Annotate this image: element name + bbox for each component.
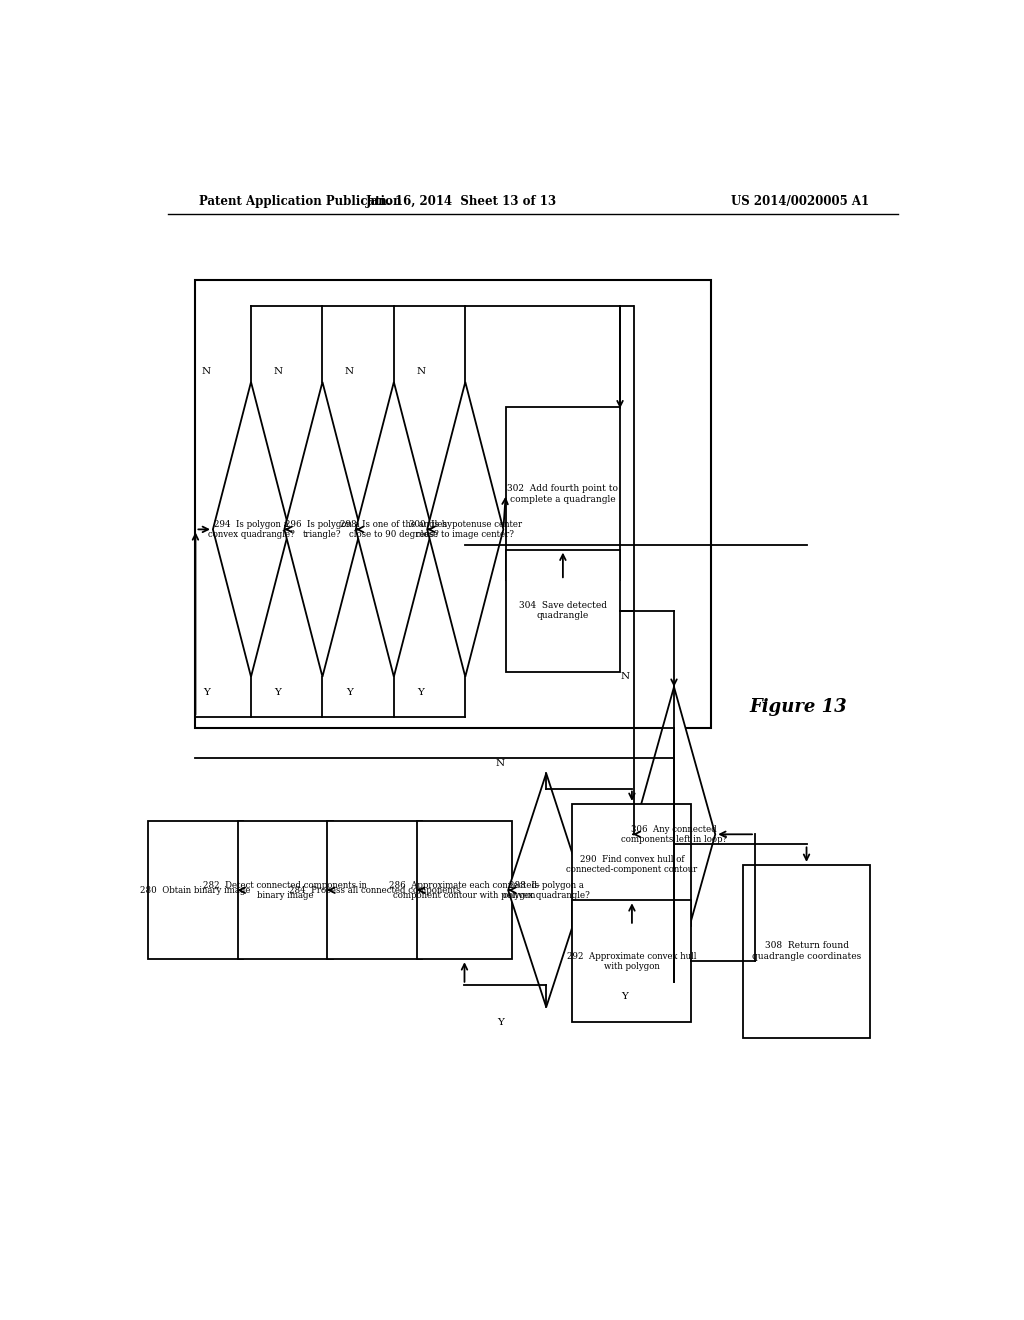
Text: Y: Y	[274, 688, 282, 697]
Text: N: N	[202, 367, 211, 376]
Text: Y: Y	[203, 688, 210, 697]
Text: 296  Is polygon a
triangle?: 296 Is polygon a triangle?	[285, 520, 359, 539]
FancyBboxPatch shape	[196, 280, 712, 727]
Text: Jan. 16, 2014  Sheet 13 of 13: Jan. 16, 2014 Sheet 13 of 13	[366, 194, 557, 207]
Polygon shape	[355, 381, 432, 677]
Text: 298  Is one of the angles
close to 90 degrees?: 298 Is one of the angles close to 90 deg…	[340, 520, 447, 539]
Text: 280  Obtain binary image: 280 Obtain binary image	[140, 886, 251, 895]
Polygon shape	[633, 686, 715, 982]
FancyBboxPatch shape	[506, 549, 620, 672]
Polygon shape	[508, 774, 585, 1007]
Text: 306  Any connected
components left in loop?: 306 Any connected components left in loo…	[621, 825, 727, 843]
Text: Y: Y	[622, 993, 629, 1002]
Text: Figure 13: Figure 13	[750, 698, 848, 717]
Polygon shape	[285, 381, 360, 677]
Text: N: N	[496, 759, 505, 768]
Text: Y: Y	[497, 1018, 504, 1027]
Text: Y: Y	[418, 688, 424, 697]
Text: N: N	[417, 367, 425, 376]
Text: N: N	[621, 672, 630, 681]
Text: 294  Is polygon a
convex quadrangle?: 294 Is polygon a convex quadrangle?	[208, 520, 295, 539]
Text: 292  Approximate convex hull
with polygon: 292 Approximate convex hull with polygon	[567, 952, 696, 972]
FancyBboxPatch shape	[147, 821, 243, 960]
Text: 284  Process all connected components: 284 Process all connected components	[289, 886, 461, 895]
Text: Patent Application Publication: Patent Application Publication	[200, 194, 402, 207]
Text: 288  Is polygon a
convex quadrangle?: 288 Is polygon a convex quadrangle?	[503, 880, 590, 900]
Text: N: N	[345, 367, 354, 376]
Text: 282  Detect connected components in
binary image: 282 Detect connected components in binar…	[203, 880, 367, 900]
Text: 290  Find convex hull of
connected-component contour: 290 Find convex hull of connected-compon…	[566, 855, 697, 874]
Text: US 2014/0020005 A1: US 2014/0020005 A1	[731, 194, 869, 207]
FancyBboxPatch shape	[506, 408, 620, 581]
FancyBboxPatch shape	[417, 821, 512, 960]
Text: Y: Y	[346, 688, 353, 697]
FancyBboxPatch shape	[328, 821, 423, 960]
Text: 304  Save detected
quadrangle: 304 Save detected quadrangle	[519, 601, 607, 620]
Text: 286  Approximate each connected-
component contour with polygon: 286 Approximate each connected- componen…	[389, 880, 540, 900]
FancyBboxPatch shape	[238, 821, 333, 960]
Polygon shape	[427, 381, 504, 677]
Text: N: N	[273, 367, 283, 376]
FancyBboxPatch shape	[572, 804, 691, 925]
FancyBboxPatch shape	[572, 900, 691, 1022]
Polygon shape	[213, 381, 289, 677]
Text: 302  Add fourth point to
complete a quadrangle: 302 Add fourth point to complete a quadr…	[508, 484, 618, 503]
Text: 308  Return found
quadrangle coordinates: 308 Return found quadrangle coordinates	[752, 941, 861, 961]
Text: 300  Is hypotenuse center
close to image center?: 300 Is hypotenuse center close to image …	[409, 520, 522, 539]
FancyBboxPatch shape	[743, 865, 870, 1038]
